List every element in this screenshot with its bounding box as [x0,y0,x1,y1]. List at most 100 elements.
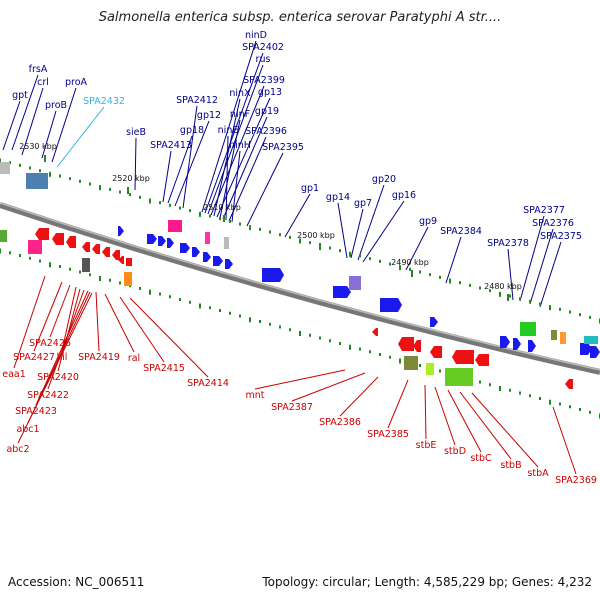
tick-label: 2530 kbp [19,142,57,151]
gene-label-stbd[interactable]: stbD [444,446,466,457]
forward-gene [180,243,190,253]
gene-label-spa2423[interactable]: SPA2423 [15,406,57,417]
gene-label-gp13[interactable]: gp13 [258,87,282,98]
tick-dot [109,187,111,191]
tick-dot [339,342,341,345]
gene-label-spa2415[interactable]: SPA2415 [143,363,185,374]
gene-label-mnt[interactable]: mnt [246,390,265,401]
gene-label-rus[interactable]: rus [256,54,271,65]
gene-label-spa2422[interactable]: SPA2422 [27,390,69,401]
gene-label-stbe[interactable]: stbE [416,440,437,451]
gene-label-gp20[interactable]: gp20 [372,174,396,185]
gene-label-gp18[interactable]: gp18 [180,125,204,136]
tick-dot [359,347,361,351]
gene-label-spa2420[interactable]: SPA2420 [37,372,79,383]
gene-label-nind[interactable]: ninD [245,30,267,41]
tick-dot [189,209,191,213]
gene-label-spa2432[interactable]: SPA2432 [83,96,125,107]
gene-label-spa2395[interactable]: SPA2395 [262,142,304,153]
gene-label-spa2387[interactable]: SPA2387 [271,402,313,413]
gene-label-spa2414[interactable]: SPA2414 [187,378,229,389]
leader-line-spa2415 [119,296,165,363]
gene-label-abc1[interactable]: abc1 [16,424,39,435]
tick-dot [0,248,1,254]
tick-dot [59,265,61,268]
reverse-gene [430,346,442,358]
gene-label-abc2[interactable]: abc2 [6,444,29,455]
gene-label-spa2376[interactable]: SPA2376 [532,218,574,229]
leader-line-kil [61,286,77,352]
gene-label-ninx[interactable]: ninX [229,88,251,99]
gene-label-nine[interactable]: ninE [218,125,239,136]
tick-dot [69,267,71,271]
gene-label-gp1[interactable]: gp1 [301,183,319,194]
tick-dot [49,262,51,268]
gene-label-prob[interactable]: proB [45,100,67,111]
gene-label-spa2386[interactable]: SPA2386 [319,417,361,428]
leader-line-stbb [459,391,512,460]
gene-label-spa2377[interactable]: SPA2377 [523,205,565,216]
gene-label-gp19[interactable]: gp19 [255,106,279,117]
gene-label-spa2384[interactable]: SPA2384 [440,226,482,237]
gene-label-sieb[interactable]: sieB [126,127,146,138]
gene-label-gp9[interactable]: gp9 [419,216,437,227]
tick-dot [389,355,391,359]
gene-label-gp12[interactable]: gp12 [197,110,221,121]
tick-dot [29,166,31,170]
forward-gene-box [168,220,182,232]
gene-label-spa2385[interactable]: SPA2385 [367,429,409,440]
gene-label-stbb[interactable]: stbB [500,460,521,471]
gene-label-ninf[interactable]: ninF [230,109,250,120]
leader-line-spa2384 [445,236,462,284]
gene-label-spa2412[interactable]: SPA2412 [176,95,218,106]
gene-label-proa[interactable]: proA [65,77,88,88]
tick-dot [249,317,251,323]
gene-label-crl[interactable]: crl [37,77,49,88]
gene-label-spa2427[interactable]: SPA2427 [13,352,55,363]
gene-label-stbc[interactable]: stbC [470,453,492,464]
reverse-gene-box [404,356,418,370]
tick-dot [189,300,191,304]
tick-label: 2520 kbp [112,174,150,183]
gene-label-gp14[interactable]: gp14 [326,192,350,203]
gene-label-spa2419[interactable]: SPA2419 [78,352,120,363]
tick-dot [529,394,531,398]
tick-dot [489,383,491,387]
gene-label-spa2378[interactable]: SPA2378 [487,238,529,249]
tick-dot [229,311,231,315]
forward-gene [580,343,592,355]
reverse-gene [112,250,120,260]
tick-dot [349,251,351,257]
leader-line-spa2423 [35,290,89,406]
gene-label-stba[interactable]: stbA [527,468,549,479]
leader-line-spa2385 [387,379,409,429]
gene-label-spa2426[interactable]: SPA2426 [29,338,71,349]
gene-features [0,162,600,389]
gene-label-ninh[interactable]: ninH [229,140,251,151]
leader-line-spa2396 [228,136,267,222]
gene-label-spa2413[interactable]: SPA2413 [150,140,192,151]
gene-label-eaa1[interactable]: eaa1 [2,369,26,380]
tick-dot [219,217,221,221]
gene-label-ral[interactable]: ral [128,353,140,364]
leader-line-ninh [231,150,241,223]
reverse-gene [475,354,489,366]
gene-label-gp7[interactable]: gp7 [354,198,372,209]
leader-line-spa2399 [210,85,265,216]
tick-dot [499,386,501,391]
gene-label-gpt[interactable]: gpt [12,90,28,101]
position-ticks: 2530 kbp 2520 kbp 2510 kbp 2500 kbp 2490 kbp… [19,142,522,301]
gene-label-kil[interactable]: kil [57,352,68,363]
gene-label-spa2402[interactable]: SPA2402 [242,42,284,53]
tick-dot [99,276,101,281]
gene-label-spa2369[interactable]: SPA2369 [555,475,597,486]
gene-label-spa2375[interactable]: SPA2375 [540,231,582,242]
gene-label-spa2399[interactable]: SPA2399 [243,75,285,86]
gene-label-frsa[interactable]: frsA [29,64,48,75]
tick-dot [549,305,551,311]
gene-label-gp16[interactable]: gp16 [392,190,416,201]
tick-label: 2480 kbp [484,282,522,291]
tick-dot [369,257,371,261]
gene-label-spa2396[interactable]: SPA2396 [245,126,287,137]
